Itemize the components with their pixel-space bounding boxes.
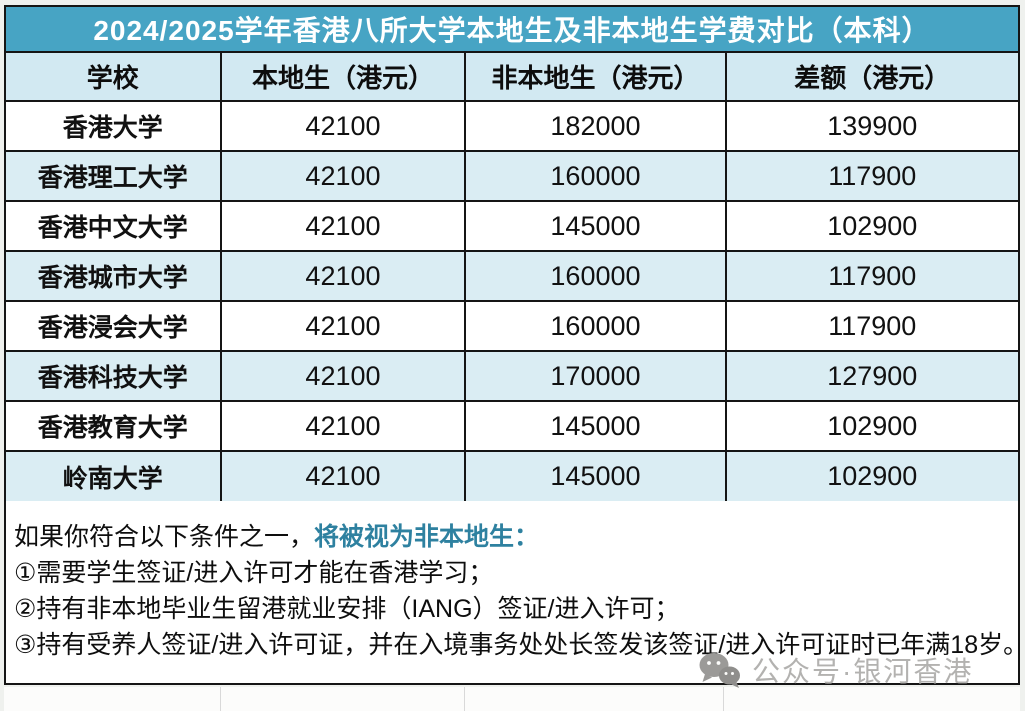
header-nonlocal: 非本地生（港元） [464, 53, 727, 102]
fee-diff: 117900 [724, 300, 1018, 352]
school-name: 岭南大学 [6, 450, 222, 501]
fee-diff: 117900 [724, 150, 1018, 202]
local-fee: 42100 [219, 150, 467, 202]
nonlocal-fee: 145000 [464, 400, 727, 452]
note-item-1: ①需要学生签证/进入许可才能在香港学习； [14, 559, 494, 587]
fee-diff: 102900 [724, 450, 1018, 501]
table-header-row: 学校 本地生（港元） 非本地生（港元） 差额（港元） [6, 53, 1018, 102]
fee-diff: 139900 [724, 100, 1018, 152]
tuition-table: 学校 本地生（港元） 非本地生（港元） 差额（港元） 香港大学 42100 18… [6, 53, 1018, 501]
notes-section: 如果你符合以下条件之一，将被视为非本地生： ①需要学生签证/进入许可才能在香港学… [6, 501, 1025, 663]
local-fee: 42100 [219, 450, 467, 501]
table-row: 香港科技大学 42100 170000 127900 [6, 350, 1018, 402]
school-name: 香港教育大学 [6, 400, 222, 452]
table-row: 香港理工大学 42100 160000 117900 [6, 150, 1018, 202]
table-row: 香港大学 42100 182000 139900 [6, 100, 1018, 152]
local-fee: 42100 [219, 400, 467, 452]
school-name: 香港城市大学 [6, 250, 222, 302]
notes-intro: 如果你符合以下条件之一，将被视为非本地生： [14, 519, 1010, 555]
nonlocal-fee: 170000 [464, 350, 727, 402]
local-fee: 42100 [219, 100, 467, 152]
notes-intro-plain: 如果你符合以下条件之一， [14, 523, 315, 551]
notes-intro-highlight: 将被视为非本地生： [314, 523, 540, 551]
publisher-watermark: 公众号·银河香港 [698, 650, 973, 690]
fee-diff: 102900 [724, 400, 1018, 452]
table-row: 香港浸会大学 42100 160000 117900 [6, 300, 1018, 352]
school-name: 香港科技大学 [6, 350, 222, 402]
header-diff: 差额（港元） [724, 53, 1018, 102]
note-item-2: ②持有非本地毕业生留港就业安排（IANG）签证/进入许可； [14, 595, 680, 623]
table-row: 香港城市大学 42100 160000 117900 [6, 250, 1018, 302]
watermark-text: 公众号·银河香港 [752, 656, 974, 687]
page-title: 2024/2025学年香港八所大学本地生及非本地生学费对比（本科） [6, 7, 1018, 53]
school-name: 香港理工大学 [6, 150, 222, 202]
nonlocal-fee: 145000 [464, 450, 727, 501]
nonlocal-fee: 145000 [464, 200, 727, 252]
nonlocal-fee: 160000 [464, 300, 727, 352]
table-row: 香港教育大学 42100 145000 102900 [6, 400, 1018, 452]
grid-line [723, 687, 724, 711]
school-name: 香港浸会大学 [6, 300, 222, 352]
grid-line [464, 687, 465, 711]
fee-diff: 102900 [724, 200, 1018, 252]
header-local: 本地生（港元） [219, 53, 467, 102]
local-fee: 42100 [219, 250, 467, 302]
fee-diff: 127900 [724, 350, 1018, 402]
local-fee: 42100 [219, 200, 467, 252]
local-fee: 42100 [219, 300, 467, 352]
wechat-icon [699, 653, 740, 688]
school-name: 香港中文大学 [6, 200, 222, 252]
infographic-frame: 2024/2025学年香港八所大学本地生及非本地生学费对比（本科） 学校 本地生… [4, 5, 1025, 685]
table-row: 香港中文大学 42100 145000 102900 [6, 200, 1018, 252]
nonlocal-fee: 160000 [464, 150, 727, 202]
school-name: 香港大学 [6, 100, 222, 152]
local-fee: 42100 [219, 350, 467, 402]
grid-line [220, 687, 221, 711]
nonlocal-fee: 182000 [464, 100, 727, 152]
header-school: 学校 [6, 53, 222, 102]
nonlocal-fee: 160000 [464, 250, 727, 302]
bottom-strip [4, 687, 1020, 711]
table-row: 岭南大学 42100 145000 102900 [6, 450, 1018, 501]
fee-diff: 117900 [724, 250, 1018, 302]
note-item-3: ③持有受养人签证/进入许可证，并在入境事务处处长签发该签证/进入许可证时已年满1… [14, 631, 1025, 659]
